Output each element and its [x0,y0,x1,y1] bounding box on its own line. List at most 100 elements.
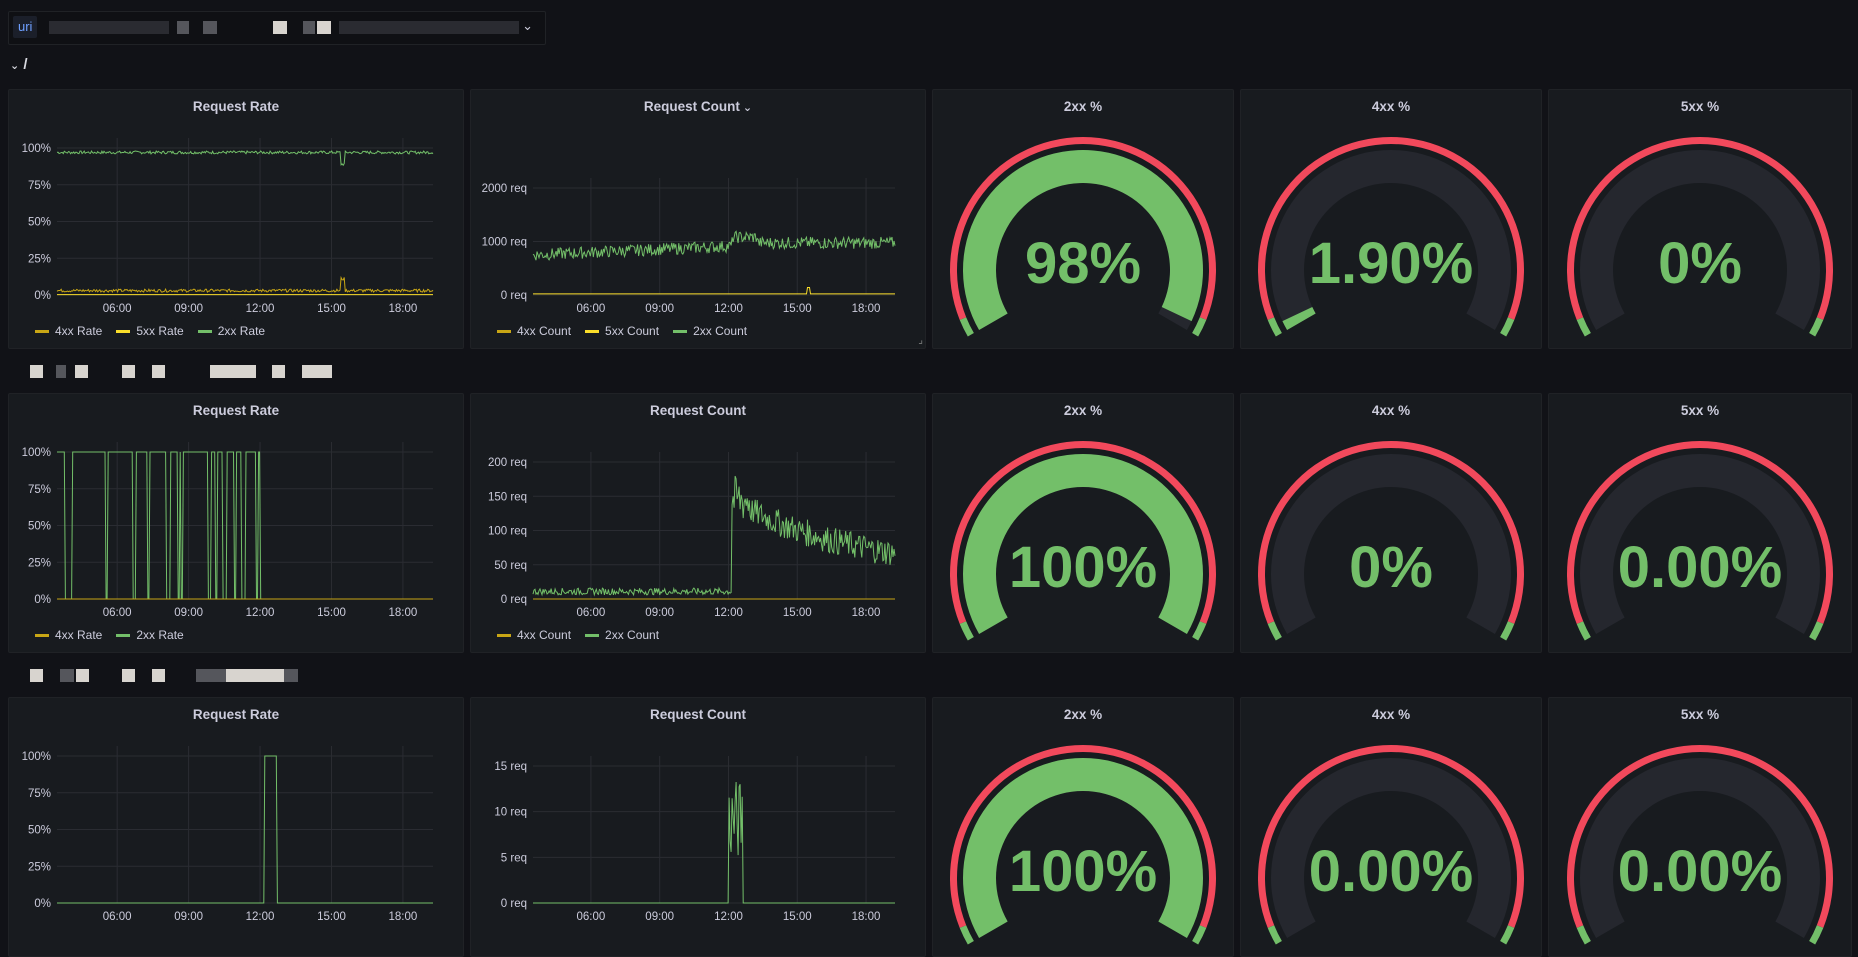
panel-title[interactable]: Request Count ⌄ [643,99,753,114]
panel-title[interactable]: Request Rate [192,403,280,418]
x-tick-label: 12:00 [246,303,275,315]
gauge-panel[interactable]: 5xx % 0.00% [1548,393,1852,653]
panel-title[interactable]: 5xx % [1680,99,1720,114]
panel-title[interactable]: Request Count [650,403,746,418]
x-tick-label: 18:00 [852,303,881,315]
request-count-panel[interactable]: Request Count ⌄ 2000 req 1000 req 0 req 06:0… [470,89,926,349]
y-tick-label: 0 req [501,290,527,302]
time-series-plot[interactable]: 2000 req 1000 req 0 req 06:00 09:00 12:00 15:0… [471,90,925,348]
legend-swatch [35,329,49,333]
legend-item[interactable]: 4xx Rate [35,628,102,642]
series-2xx [57,755,433,904]
legend-swatch [585,633,600,637]
gauge-arc [950,441,1216,641]
legend-item[interactable]: 4xx Count [497,628,571,642]
legend-label: 2xx Count [693,324,748,338]
y-tick-label: 100% [22,447,51,459]
gauge-value: 98% [1024,231,1142,296]
variable-selector[interactable]: uri ⌄ [8,11,546,45]
legend-item[interactable]: 5xx Rate [116,324,184,338]
threshold-green [1500,317,1515,337]
threshold-green [1500,621,1515,641]
threshold-green [959,317,974,337]
panel-title[interactable]: Request Rate [192,99,280,114]
legend-item[interactable]: 4xx Count [497,324,571,338]
legend-item[interactable]: 5xx Count [585,324,659,338]
gauge-panel[interactable]: 5xx % 0% [1548,89,1852,349]
request-rate-panel[interactable]: Request Rate 100% 75% 50% 25% 0% 06:00 09:00 12:… [8,393,464,653]
y-tick-label: 150 req [488,491,527,503]
x-tick-label: 09:00 [174,607,203,619]
x-tick-label: 12:00 [714,303,743,315]
chevron-down-icon: ⌄ [10,60,20,72]
legend-item[interactable]: 4xx Rate [35,324,102,338]
gauge-panel[interactable]: 2xx % 100% [932,393,1234,653]
panel-title[interactable]: Request Rate [192,707,280,722]
threshold-green [1809,317,1824,337]
gauge-value: 1.90% [1308,231,1474,296]
threshold-green [1809,925,1824,945]
panel-title[interactable]: 4xx % [1371,99,1411,114]
y-tick-label: 10 req [494,807,527,819]
resize-handle-icon[interactable]: ⌟ [918,335,923,346]
time-series-plot[interactable]: 15 req 10 req 5 req 0 req 06:00 09:00 12:00 15:… [471,698,925,956]
x-tick-label: 06:00 [103,607,132,619]
gauge-panel[interactable]: 4xx % 1.90% [1240,89,1542,349]
y-tick-label: 50% [28,217,51,229]
x-tick-label: 06:00 [577,303,606,315]
time-series-plot[interactable]: 100% 75% 50% 25% 0% 06:00 09:00 12:00 15:00 18:00 [9,90,463,348]
legend-item[interactable]: 2xx Count [585,628,659,642]
series-2xx [533,781,895,904]
request-count-panel[interactable]: Request Count 200 req 150 req 100 req 50 req… [470,393,926,653]
gauge-value: 100% [1008,535,1158,600]
gauge-panel[interactable]: 2xx % 98% [932,89,1234,349]
gauge-value-arc [1282,307,1316,330]
panel-title[interactable]: 4xx % [1371,403,1411,418]
variable-label: uri [13,16,38,38]
chevron-down-icon[interactable]: ⌄ [739,102,753,114]
threshold-green [1192,925,1207,945]
gauge-arc [1567,745,1833,945]
time-series-plot[interactable]: 100% 75% 50% 25% 0% 06:00 09:00 12:00 15:00 18:00 [9,394,463,652]
legend-label: 4xx Rate [55,628,103,642]
chevron-down-icon[interactable]: ⌄ [522,18,533,33]
legend-label: 2xx Rate [217,324,266,338]
legend-label: 5xx Count [605,324,660,338]
panel-title[interactable]: 5xx % [1680,707,1720,722]
panel-title[interactable]: 4xx % [1371,707,1411,722]
threshold-green [1267,317,1282,337]
legend-swatch [116,633,131,637]
y-tick-label: 2000 req [482,183,527,195]
legend-item[interactable]: 2xx Count [673,324,747,338]
panel-title[interactable]: 2xx % [1063,403,1103,418]
panel-title[interactable]: 5xx % [1680,403,1720,418]
x-tick-label: 15:00 [317,607,346,619]
x-tick-label: 18:00 [389,303,418,315]
legend-item[interactable]: 2xx Rate [116,628,184,642]
panel-title[interactable]: 2xx % [1063,99,1103,114]
request-rate-panel[interactable]: Request Rate 100% 75% 50% 25% 0% 06:00 09:00 12:… [8,89,464,349]
y-tick-label: 0% [34,594,51,606]
panel-title[interactable]: 2xx % [1063,707,1103,722]
time-series-plot[interactable]: 100% 75% 50% 25% 0% 06:00 09:00 12:00 15:00 18:00 [9,698,463,956]
request-rate-panel[interactable]: Request Rate 100% 75% 50% 25% 0% 06:00 09:00 12:… [8,697,464,957]
panel-title[interactable]: Request Count [650,707,746,722]
row-header[interactable]: ⌄ / [10,56,28,73]
legend-item[interactable]: 2xx Rate [197,324,266,338]
y-tick-label: 0% [34,290,51,302]
x-tick-label: 09:00 [174,303,203,315]
x-tick-label: 18:00 [852,911,881,923]
gauge-panel[interactable]: 2xx % 100% [932,697,1234,957]
series-4xx [56,275,434,294]
gauge-panel[interactable]: 4xx % 0% [1240,393,1542,653]
time-series-plot[interactable]: 200 req 150 req 100 req 50 req 0 req 06:00 09:… [471,394,925,652]
y-tick-label: 75% [28,788,51,800]
x-tick-label: 12:00 [246,911,275,923]
request-count-panel[interactable]: Request Count 15 req 10 req 5 req 0 req 06:00… [470,697,926,957]
gauge-track [1580,150,1820,330]
gauge-panel[interactable]: 5xx % 0.00% [1548,697,1852,957]
gauge-panel[interactable]: 4xx % 0.00% [1240,697,1542,957]
threshold-green [1192,621,1207,641]
variable-value-redacted [49,15,519,39]
gauge-arc [1258,441,1524,641]
